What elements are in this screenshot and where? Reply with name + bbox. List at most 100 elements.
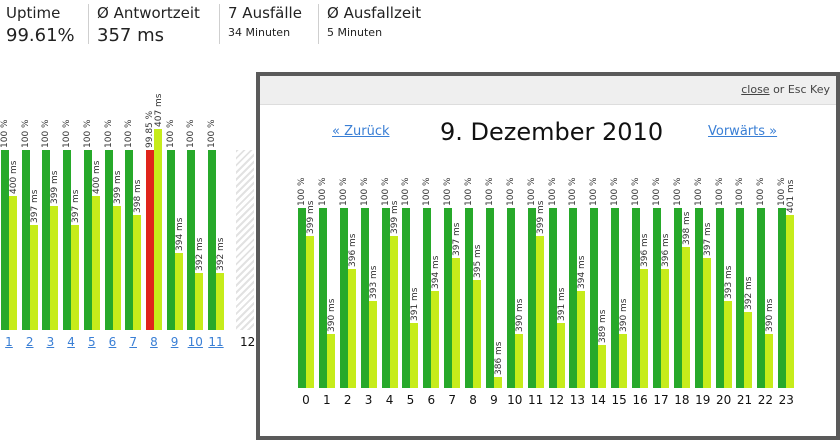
response-bar[interactable] (368, 301, 377, 388)
response-bar[interactable] (765, 333, 774, 388)
response-bar[interactable] (410, 323, 419, 388)
uptime-bar[interactable] (318, 208, 327, 388)
response-bar[interactable] (326, 333, 335, 388)
uptime-bar[interactable] (381, 208, 390, 388)
response-bar[interactable] (598, 344, 607, 388)
response-bar[interactable] (133, 215, 142, 330)
uptime-bar[interactable] (339, 208, 348, 388)
hour-label: 14 (590, 393, 606, 407)
day-link[interactable]: 1 (5, 335, 13, 349)
uptime-bar[interactable] (360, 208, 369, 388)
response-bar[interactable] (195, 272, 204, 330)
response-bar[interactable] (744, 312, 753, 388)
uptime-bar[interactable] (694, 208, 703, 388)
uptime-value-label: 100 % (401, 177, 412, 206)
uptime-bar[interactable] (166, 150, 175, 330)
response-bar[interactable] (473, 279, 482, 388)
uptime-bar[interactable] (1, 150, 9, 330)
uptime-bar[interactable] (632, 208, 641, 388)
response-bar[interactable] (640, 268, 649, 388)
uptime-bar[interactable] (444, 208, 453, 388)
uptime-bar[interactable] (590, 208, 599, 388)
uptime-value-label: 100 % (317, 177, 328, 206)
uptime-bar[interactable] (465, 208, 474, 388)
uptime-bar[interactable] (145, 150, 154, 330)
response-bar[interactable] (702, 258, 711, 388)
response-bar[interactable] (50, 205, 59, 330)
uptime-value-label: 100 % (359, 177, 370, 206)
uptime-bar[interactable] (104, 150, 113, 330)
day-link[interactable]: 4 (67, 335, 75, 349)
response-bar[interactable] (723, 301, 732, 388)
response-bar[interactable] (153, 129, 162, 330)
day-link[interactable]: 2 (25, 335, 34, 349)
day-link[interactable]: 11 (208, 335, 224, 349)
response-bar[interactable] (681, 247, 690, 388)
response-bar[interactable] (660, 268, 669, 388)
day-link[interactable]: 8 (150, 335, 158, 349)
response-bar[interactable] (514, 333, 523, 388)
uptime-value-label: 100 % (186, 119, 197, 148)
day-link[interactable]: 5 (87, 335, 96, 349)
uptime-bar[interactable] (423, 208, 432, 388)
response-bar[interactable] (347, 268, 356, 388)
response-bar[interactable] (786, 214, 795, 388)
response-bar[interactable] (535, 236, 544, 388)
response-bar[interactable] (577, 290, 586, 388)
day-link[interactable]: 3 (46, 335, 55, 349)
uptime-bar[interactable] (569, 208, 578, 388)
uptime-bar[interactable] (187, 150, 196, 330)
previous-day-link[interactable]: « Zurück (332, 124, 390, 139)
response-bar[interactable] (619, 333, 628, 388)
response-bar[interactable] (493, 377, 502, 388)
uptime-bar[interactable] (652, 208, 661, 388)
uptime-bar[interactable] (736, 208, 745, 388)
response-bar[interactable] (71, 224, 80, 330)
uptime-bar[interactable] (527, 208, 536, 388)
uptime-value-label: 100 % (672, 177, 683, 206)
uptime-stat: Uptime 99.61% (6, 4, 75, 46)
close-link[interactable]: close (741, 83, 770, 96)
response-bar[interactable] (174, 253, 183, 330)
response-bar[interactable] (9, 196, 17, 330)
uptime-bar[interactable] (548, 208, 557, 388)
uptime-bar[interactable] (778, 208, 787, 388)
uptime-bar[interactable] (673, 208, 682, 388)
future-days-placeholder (236, 150, 254, 330)
response-bar[interactable] (112, 205, 121, 330)
uptime-bar[interactable] (83, 150, 92, 330)
uptime-bar[interactable] (298, 208, 306, 388)
uptime-value-label: 100 % (20, 119, 31, 148)
response-bar[interactable] (29, 224, 38, 330)
response-value-label: 400 ms (9, 160, 19, 195)
day-link[interactable]: 6 (108, 335, 117, 349)
response-bar[interactable] (431, 290, 440, 388)
hour-label: 10 (507, 393, 523, 407)
hour-label: 12 (548, 393, 565, 407)
uptime-bar[interactable] (715, 208, 724, 388)
uptime-bar[interactable] (21, 150, 30, 330)
response-bar[interactable] (216, 272, 224, 330)
uptime-bar[interactable] (402, 208, 411, 388)
uptime-value-label: 100 % (464, 177, 475, 206)
day-link[interactable]: 7 (129, 335, 137, 349)
response-bar[interactable] (556, 323, 565, 388)
uptime-bar[interactable] (485, 208, 494, 388)
day-link[interactable]: 9 (170, 335, 179, 349)
uptime-bar[interactable] (42, 150, 51, 330)
hour-label: 4 (385, 393, 394, 407)
day-link[interactable]: 10 (187, 335, 203, 349)
uptime-value-label: 100 % (714, 177, 725, 206)
uptime-bar[interactable] (125, 150, 134, 330)
uptime-bar[interactable] (506, 208, 515, 388)
uptime-bar[interactable] (757, 208, 766, 388)
response-bar[interactable] (389, 236, 398, 388)
uptime-bar[interactable] (63, 150, 72, 330)
response-bar[interactable] (452, 258, 461, 388)
response-bar[interactable] (91, 196, 100, 330)
response-bar[interactable] (306, 236, 314, 388)
response-value-label: 397 ms (452, 222, 463, 257)
next-day-link[interactable]: Vorwärts » (708, 124, 778, 139)
uptime-bar[interactable] (208, 150, 216, 330)
uptime-bar[interactable] (611, 208, 620, 388)
